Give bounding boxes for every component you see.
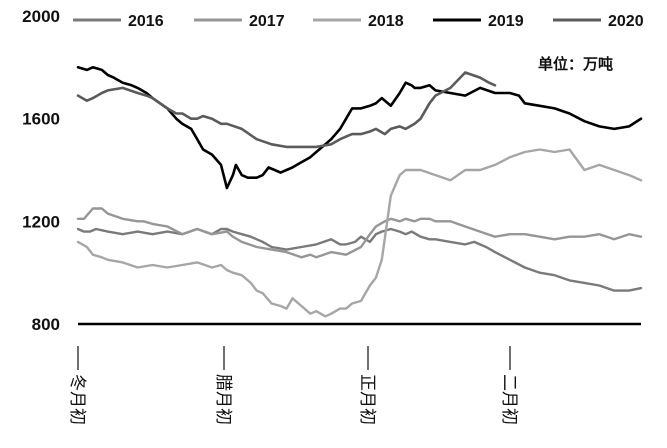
y-axis-ticks: 800 1200 1600 2000 [22,7,60,334]
series-line-2018 [76,148,643,318]
legend-label-2019: 2019 [488,13,524,30]
series-line-2020 [76,71,497,149]
series-line-2019 [76,66,643,190]
legend-label-2017: 2017 [249,13,285,30]
legend-label-2020: 2020 [608,13,644,30]
legend-label-2018: 2018 [368,13,404,30]
y-tick-label: 1200 [22,212,60,231]
y-tick-label: 1600 [22,110,60,129]
y-tick-label: 2000 [22,7,60,26]
x-category-label: 冬月初 [67,374,87,425]
series-lines [76,66,643,318]
unit-label: 单位：万吨 [538,55,613,73]
x-category-label: 腊月初 [213,374,233,425]
legend-label-2016: 2016 [128,13,164,30]
series-line-2016 [76,227,643,292]
y-tick-label: 800 [32,315,60,334]
x-axis-categories: 冬月初 腊月初 正月初 二月初 [67,346,519,425]
series-line-2017 [76,207,643,259]
x-category-label: 二月初 [499,374,519,425]
legend: 2016 2017 2018 2019 2020 [73,13,644,30]
x-category-label: 正月初 [357,374,377,425]
